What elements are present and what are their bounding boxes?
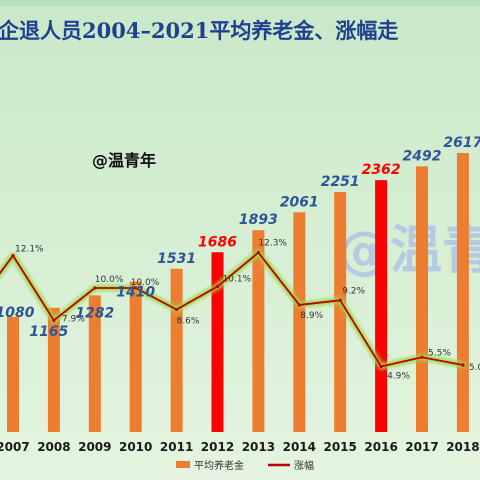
line-point-2011 [175, 307, 179, 312]
x-axis: 2007 2008 2009 2010 2011 2012 2013 2014 2015 2016… [0, 440, 480, 454]
bar-2007 [7, 316, 19, 432]
x-tick-2012: 2012 [201, 440, 234, 454]
legend-bar-swatch [176, 461, 190, 468]
pct-label-2017: 5.5% [428, 348, 451, 358]
x-tick-2009: 2009 [78, 440, 111, 454]
x-tick-2018: 2018 [446, 440, 479, 454]
x-tick-2017: 2017 [405, 440, 438, 454]
pct-label-2009: 10.0% [95, 275, 124, 285]
bar-2016 [375, 180, 388, 432]
legend-bar-label: 平均养老金 [194, 459, 244, 472]
line-point-2007 [11, 254, 15, 258]
pct-label-2011: 8.6% [177, 317, 200, 327]
bar-value-2015: 2251 [321, 174, 360, 190]
bar-2015 [334, 192, 347, 432]
line-point-2012 [215, 284, 220, 289]
line-point-2008 [52, 318, 56, 322]
labels-layer: 12.1% 7.9% 10.0% 10.0% 8.6% 10.1% 12.3% 8.9% 9.2… [0, 135, 480, 382]
bar-2008 [47, 307, 60, 432]
bar-value-2009: 1282 [75, 305, 114, 321]
line-point-2009 [93, 286, 97, 290]
pct-label-2016: 4.9% [387, 372, 410, 382]
watermark-text: @温青 [338, 221, 480, 281]
bar-value-2011: 1531 [157, 251, 196, 267]
pct-label-2008: 7.9% [62, 314, 85, 324]
bar-2012 [211, 252, 224, 432]
bar-value-2007: 1080 [0, 305, 35, 321]
bar-value-2017: 2492 [403, 148, 442, 164]
bar-value-2014: 2061 [280, 194, 319, 210]
line-layer [0, 249, 466, 370]
pct-label-2010: 10.0% [131, 278, 160, 288]
x-tick-2014: 2014 [283, 440, 316, 454]
chart-title: 企退人员2004–2021平均养老金、涨幅走 [0, 18, 398, 43]
legend: 平均养老金 涨幅 [176, 459, 314, 472]
x-tick-2013: 2013 [242, 440, 275, 454]
line-point-2016 [379, 364, 383, 369]
bar-2014 [293, 212, 306, 432]
pct-label-2018: 5.0 [469, 363, 480, 373]
legend-line-label: 涨幅 [294, 459, 314, 472]
line-point-2018 [461, 363, 465, 367]
x-tick-2011: 2011 [160, 440, 193, 454]
x-tick-2010: 2010 [119, 440, 152, 454]
bar-value-2018: 2617 [443, 135, 480, 151]
pct-label-2014: 8.9% [300, 311, 323, 321]
bar-2018 [456, 153, 469, 432]
bar-2017 [416, 166, 428, 432]
x-tick-2016: 2016 [364, 440, 397, 454]
pct-label-2015: 9.2% [342, 286, 365, 296]
bar-value-2016: 2362 [362, 162, 401, 178]
bars-layer [7, 153, 469, 432]
line-point-2013 [256, 250, 260, 255]
bar-2010 [129, 281, 142, 432]
author-handle: @温青年 [92, 151, 156, 170]
bar-value-2012: 1686 [198, 234, 237, 250]
bar-value-2008: 1165 [29, 324, 68, 340]
bar-value-2013: 1893 [239, 212, 278, 228]
line-point-2015 [338, 298, 342, 302]
bar-value-2010: 1410 [116, 285, 155, 301]
line-point-2017 [420, 355, 424, 359]
bar-2013 [252, 230, 265, 432]
line-point-2010 [134, 286, 138, 290]
pct-label-2013: 12.3% [258, 239, 287, 249]
pct-label-2012: 10.1% [223, 274, 252, 284]
top-band [0, 0, 480, 6]
x-tick-2007: 2007 [0, 440, 30, 454]
x-tick-2008: 2008 [37, 440, 70, 454]
bar-2011 [170, 268, 183, 432]
pct-label-2007: 12.1% [15, 245, 44, 255]
line-point-2014 [297, 303, 301, 307]
x-tick-2015: 2015 [323, 440, 356, 454]
bar-2009 [88, 295, 101, 432]
